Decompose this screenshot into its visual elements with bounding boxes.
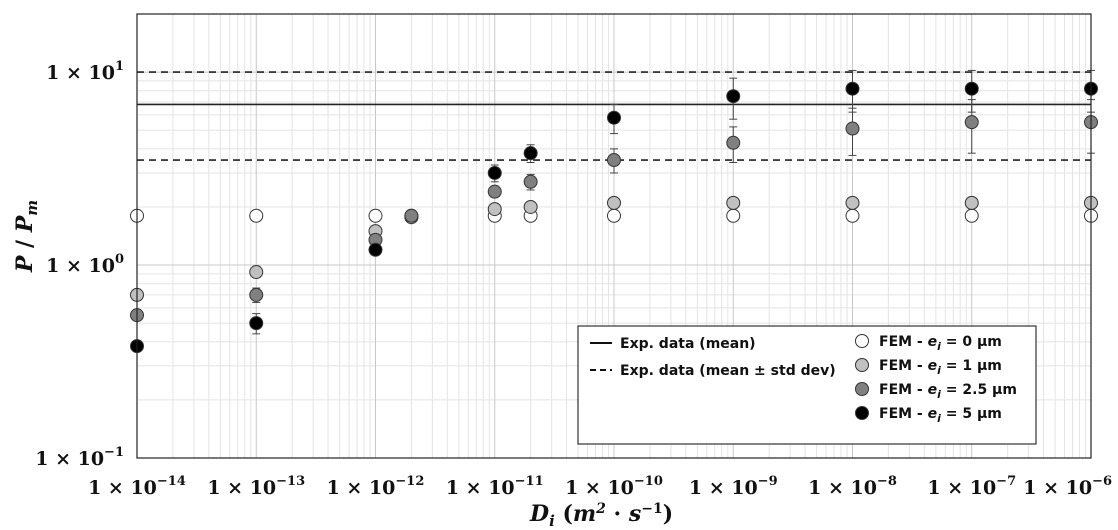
data-point-series-4 — [964, 81, 979, 96]
data-point-series-2 — [964, 195, 979, 210]
data-point-series-2 — [249, 265, 264, 280]
legend-fem-label: FEM - ei = 0 μm — [879, 334, 1002, 353]
y-tick-label: 1 × 100 — [46, 252, 124, 277]
data-point-series-4 — [845, 81, 860, 96]
x-tick-label: 1 × 10−10 — [565, 474, 663, 499]
x-tick-label: 1 × 10−11 — [446, 474, 544, 499]
legend: Exp. data (mean) Exp. data (mean ± std d… — [577, 325, 1037, 445]
data-point-series-4 — [249, 316, 264, 331]
data-point-series-4 — [368, 242, 383, 257]
legend-fem-label: FEM - ei = 1 μm — [879, 358, 1002, 377]
data-point-series-1 — [249, 208, 264, 223]
data-point-series-1 — [607, 208, 621, 223]
data-point-series-4 — [607, 110, 621, 125]
x-tick-label: 1 × 10−14 — [88, 474, 186, 499]
legend-fem-marker — [855, 358, 869, 372]
y-tick-labels: 1 × 10−1 1 × 100 1 × 101 — [35, 59, 124, 470]
data-point-series-2 — [845, 195, 860, 210]
legend-box — [577, 325, 1037, 445]
legend-fem-label: FEM - ei = 5 μm — [879, 406, 1002, 425]
data-point-series-3 — [726, 135, 741, 150]
data-point-series-3 — [607, 153, 621, 168]
data-point-series-3 — [249, 287, 264, 302]
legend-mean-label: Exp. data (mean) — [620, 336, 756, 352]
data-point-series-3 — [523, 174, 538, 189]
plot-frame — [136, 13, 1092, 459]
x-tick-label: 1 × 10−6 — [1023, 474, 1112, 499]
y-tick-label: 1 × 101 — [46, 59, 124, 84]
x-tick-label: 1 × 10−7 — [927, 474, 1016, 499]
x-tick-label: 1 × 10−9 — [689, 474, 778, 499]
data-point-series-1 — [726, 208, 741, 223]
data-point-series-3 — [404, 208, 419, 223]
data-point-series-1 — [845, 208, 860, 223]
data-point-series-1 — [368, 208, 383, 223]
data-points — [130, 81, 1098, 354]
data-point-series-2 — [487, 202, 502, 217]
x-tick-label: 1 × 10−8 — [808, 474, 897, 499]
data-point-series-4 — [726, 89, 741, 104]
legend-fem-marker — [855, 406, 869, 420]
data-point-series-3 — [964, 115, 979, 130]
x-tick-label: 1 × 10−13 — [207, 474, 305, 499]
legend-std-label: Exp. data (mean ± std dev) — [620, 363, 836, 379]
data-point-series-2 — [523, 199, 538, 214]
legend-fem-label: FEM - ei = 2.5 μm — [879, 382, 1017, 401]
y-tick-label: 1 × 10−1 — [35, 445, 124, 470]
data-point-series-4 — [487, 165, 502, 180]
legend-fem-marker — [855, 382, 869, 396]
legend-fem-entries: FEM - ei = 0 μm FEM - ei = 1 μm FEM - ei =… — [855, 334, 1017, 425]
data-point-series-1 — [964, 208, 979, 223]
data-point-series-2 — [607, 195, 621, 210]
x-axis-title: Di (m2 · s−1) — [529, 501, 673, 530]
x-tick-labels: 1 × 10−14 1 × 10−13 1 × 10−12 1 × 10−11 1 × … — [88, 474, 1112, 499]
data-point-series-4 — [523, 146, 538, 161]
x-tick-label: 1 × 10−12 — [327, 474, 425, 499]
legend-fem-marker — [855, 334, 869, 348]
data-point-series-3 — [487, 184, 502, 199]
data-point-series-3 — [845, 121, 860, 136]
data-point-series-2 — [726, 195, 741, 210]
y-axis-title: P / Pm — [12, 200, 41, 273]
